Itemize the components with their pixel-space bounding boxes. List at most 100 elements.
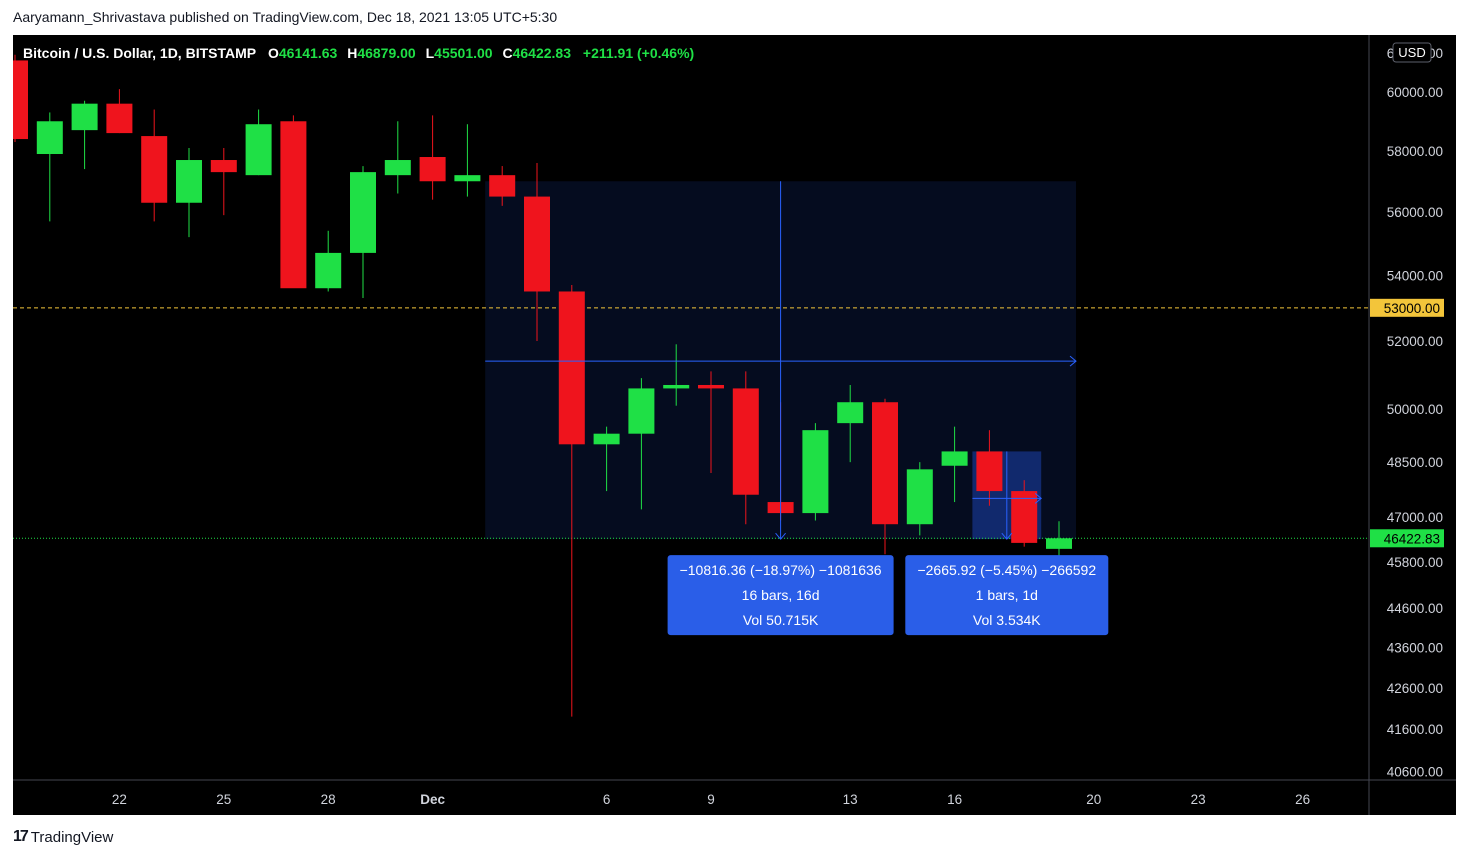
measure-tool-1: −10816.36 (−18.97%) −1081636 16 bars, 16d… bbox=[485, 181, 1077, 636]
candle bbox=[593, 426, 620, 492]
ohlc-readout: O46141.63 H46879.00 L45501.00 C46422.83 … bbox=[268, 45, 694, 61]
candle-body bbox=[663, 384, 690, 389]
tradingview-logo-icon: 17 bbox=[13, 828, 29, 845]
candle-body bbox=[941, 451, 968, 466]
ohlc-high: 46879.00 bbox=[357, 45, 416, 61]
x-tick-label: 16 bbox=[947, 792, 962, 807]
candle bbox=[315, 230, 342, 292]
candle bbox=[36, 112, 63, 222]
ohlc-change: +211.91 (+0.46%) bbox=[583, 45, 694, 61]
y-tick-label: 60000.00 bbox=[1387, 85, 1443, 100]
candle-body bbox=[558, 291, 585, 445]
ohlc-close: 46422.83 bbox=[513, 45, 572, 61]
candle bbox=[732, 371, 759, 525]
x-tick-label: 26 bbox=[1295, 792, 1310, 807]
candle bbox=[210, 148, 237, 216]
y-tick-label: 40600.00 bbox=[1387, 764, 1443, 779]
candle bbox=[698, 371, 724, 473]
candle-body bbox=[245, 124, 272, 176]
candle bbox=[628, 378, 655, 510]
candle bbox=[454, 124, 481, 197]
candle bbox=[384, 121, 411, 194]
candle-body bbox=[489, 175, 516, 197]
y-tick-label: 44600.00 bbox=[1387, 601, 1443, 616]
x-tick-label: 13 bbox=[843, 792, 858, 807]
candlestick-chart[interactable]: −10816.36 (−18.97%) −1081636 16 bars, 16d… bbox=[13, 35, 1456, 815]
y-tick-label: 54000.00 bbox=[1387, 268, 1443, 283]
footer-brand[interactable]: 17 TradingView bbox=[13, 828, 113, 846]
currency-badge: USD bbox=[1392, 42, 1432, 63]
x-tick-label: Dec bbox=[420, 792, 445, 807]
symbol-title: Bitcoin / U.S. Dollar, 1D, BITSTAMP bbox=[23, 45, 256, 61]
last-price-tag-text: 46422.83 bbox=[1384, 531, 1440, 546]
currency-label: USD bbox=[1398, 45, 1425, 60]
measure-info-line3: Vol 50.715K bbox=[743, 612, 819, 628]
measure-info-line1: −10816.36 (−18.97%) −1081636 bbox=[680, 562, 882, 578]
chart-panel[interactable]: −10816.36 (−18.97%) −1081636 16 bars, 16d… bbox=[13, 35, 1456, 815]
y-tick-label: 48500.00 bbox=[1387, 455, 1443, 470]
y-tick-label: 42600.00 bbox=[1387, 681, 1443, 696]
level-price-tag-bg bbox=[1370, 298, 1444, 317]
candle-body bbox=[1011, 491, 1038, 543]
candle bbox=[419, 115, 446, 200]
candle-body bbox=[872, 402, 898, 525]
candle bbox=[558, 284, 585, 717]
level-price-tag-text: 53000.00 bbox=[1384, 301, 1440, 316]
arrow-right-icon bbox=[1069, 355, 1077, 367]
candle bbox=[872, 398, 898, 555]
y-tick-label: 43600.00 bbox=[1387, 640, 1443, 655]
price-axis: 60000.00 58000.00 56000.00 54000.00 52000.00… bbox=[13, 35, 1456, 815]
candle bbox=[802, 423, 829, 521]
chart-legend: Bitcoin / U.S. Dollar, 1D, BITSTAMP O461… bbox=[23, 45, 694, 61]
x-tick-label: 9 bbox=[707, 792, 715, 807]
candle bbox=[245, 109, 272, 176]
candle bbox=[524, 163, 550, 341]
y-tick-label: 58000.00 bbox=[1387, 144, 1443, 159]
candle-body bbox=[802, 430, 829, 514]
candle-body bbox=[837, 402, 864, 424]
candle-body bbox=[906, 469, 933, 525]
candle-body bbox=[315, 252, 342, 289]
candle-body bbox=[106, 103, 133, 134]
price-levels bbox=[13, 307, 1369, 539]
arrow-down-icon bbox=[1001, 532, 1013, 540]
measure-tools[interactable]: −10816.36 (−18.97%) −1081636 16 bars, 16d… bbox=[485, 181, 1109, 636]
candle bbox=[663, 344, 690, 406]
candle-body bbox=[732, 388, 759, 495]
brand-name: TradingView bbox=[30, 828, 114, 846]
last-price-tag-bg bbox=[1370, 529, 1444, 548]
candle bbox=[71, 100, 98, 170]
x-tick-label: 6 bbox=[603, 792, 611, 807]
x-tick-label: 25 bbox=[216, 792, 231, 807]
candle-body bbox=[628, 388, 655, 434]
candle bbox=[976, 430, 1003, 506]
candle-body bbox=[698, 384, 724, 389]
candle-body bbox=[350, 172, 376, 253]
candle bbox=[176, 148, 202, 238]
candle-body bbox=[976, 451, 1003, 492]
candle-body bbox=[419, 157, 446, 182]
candle-body bbox=[13, 60, 28, 140]
arrow-down-icon bbox=[775, 532, 786, 540]
candle bbox=[13, 54, 28, 143]
candle-body bbox=[210, 160, 237, 173]
candle bbox=[489, 166, 516, 206]
y-tick-label: 41600.00 bbox=[1387, 722, 1443, 737]
candle bbox=[141, 109, 168, 222]
candle bbox=[350, 166, 376, 298]
measure-info-line1: −2665.92 (−5.45%) −266592 bbox=[917, 562, 1096, 578]
x-tick-label: 22 bbox=[112, 792, 127, 807]
candle-body bbox=[176, 160, 202, 203]
measure-info-box bbox=[905, 555, 1109, 636]
arrow-right-icon bbox=[1034, 493, 1042, 504]
ohlc-low: 45501.00 bbox=[434, 45, 493, 61]
measure-info-line3: Vol 3.534K bbox=[973, 612, 1041, 628]
ohlc-open: 46141.63 bbox=[279, 45, 338, 61]
x-tick-label: 28 bbox=[321, 792, 336, 807]
candle-body bbox=[71, 103, 98, 131]
y-tick-label: 50000.00 bbox=[1387, 402, 1443, 417]
candle-body bbox=[280, 121, 307, 289]
y-tick-label: 47000.00 bbox=[1387, 510, 1443, 525]
measure-info-line2: 1 bars, 1d bbox=[976, 587, 1038, 603]
y-tick-label: 52000.00 bbox=[1387, 334, 1443, 349]
